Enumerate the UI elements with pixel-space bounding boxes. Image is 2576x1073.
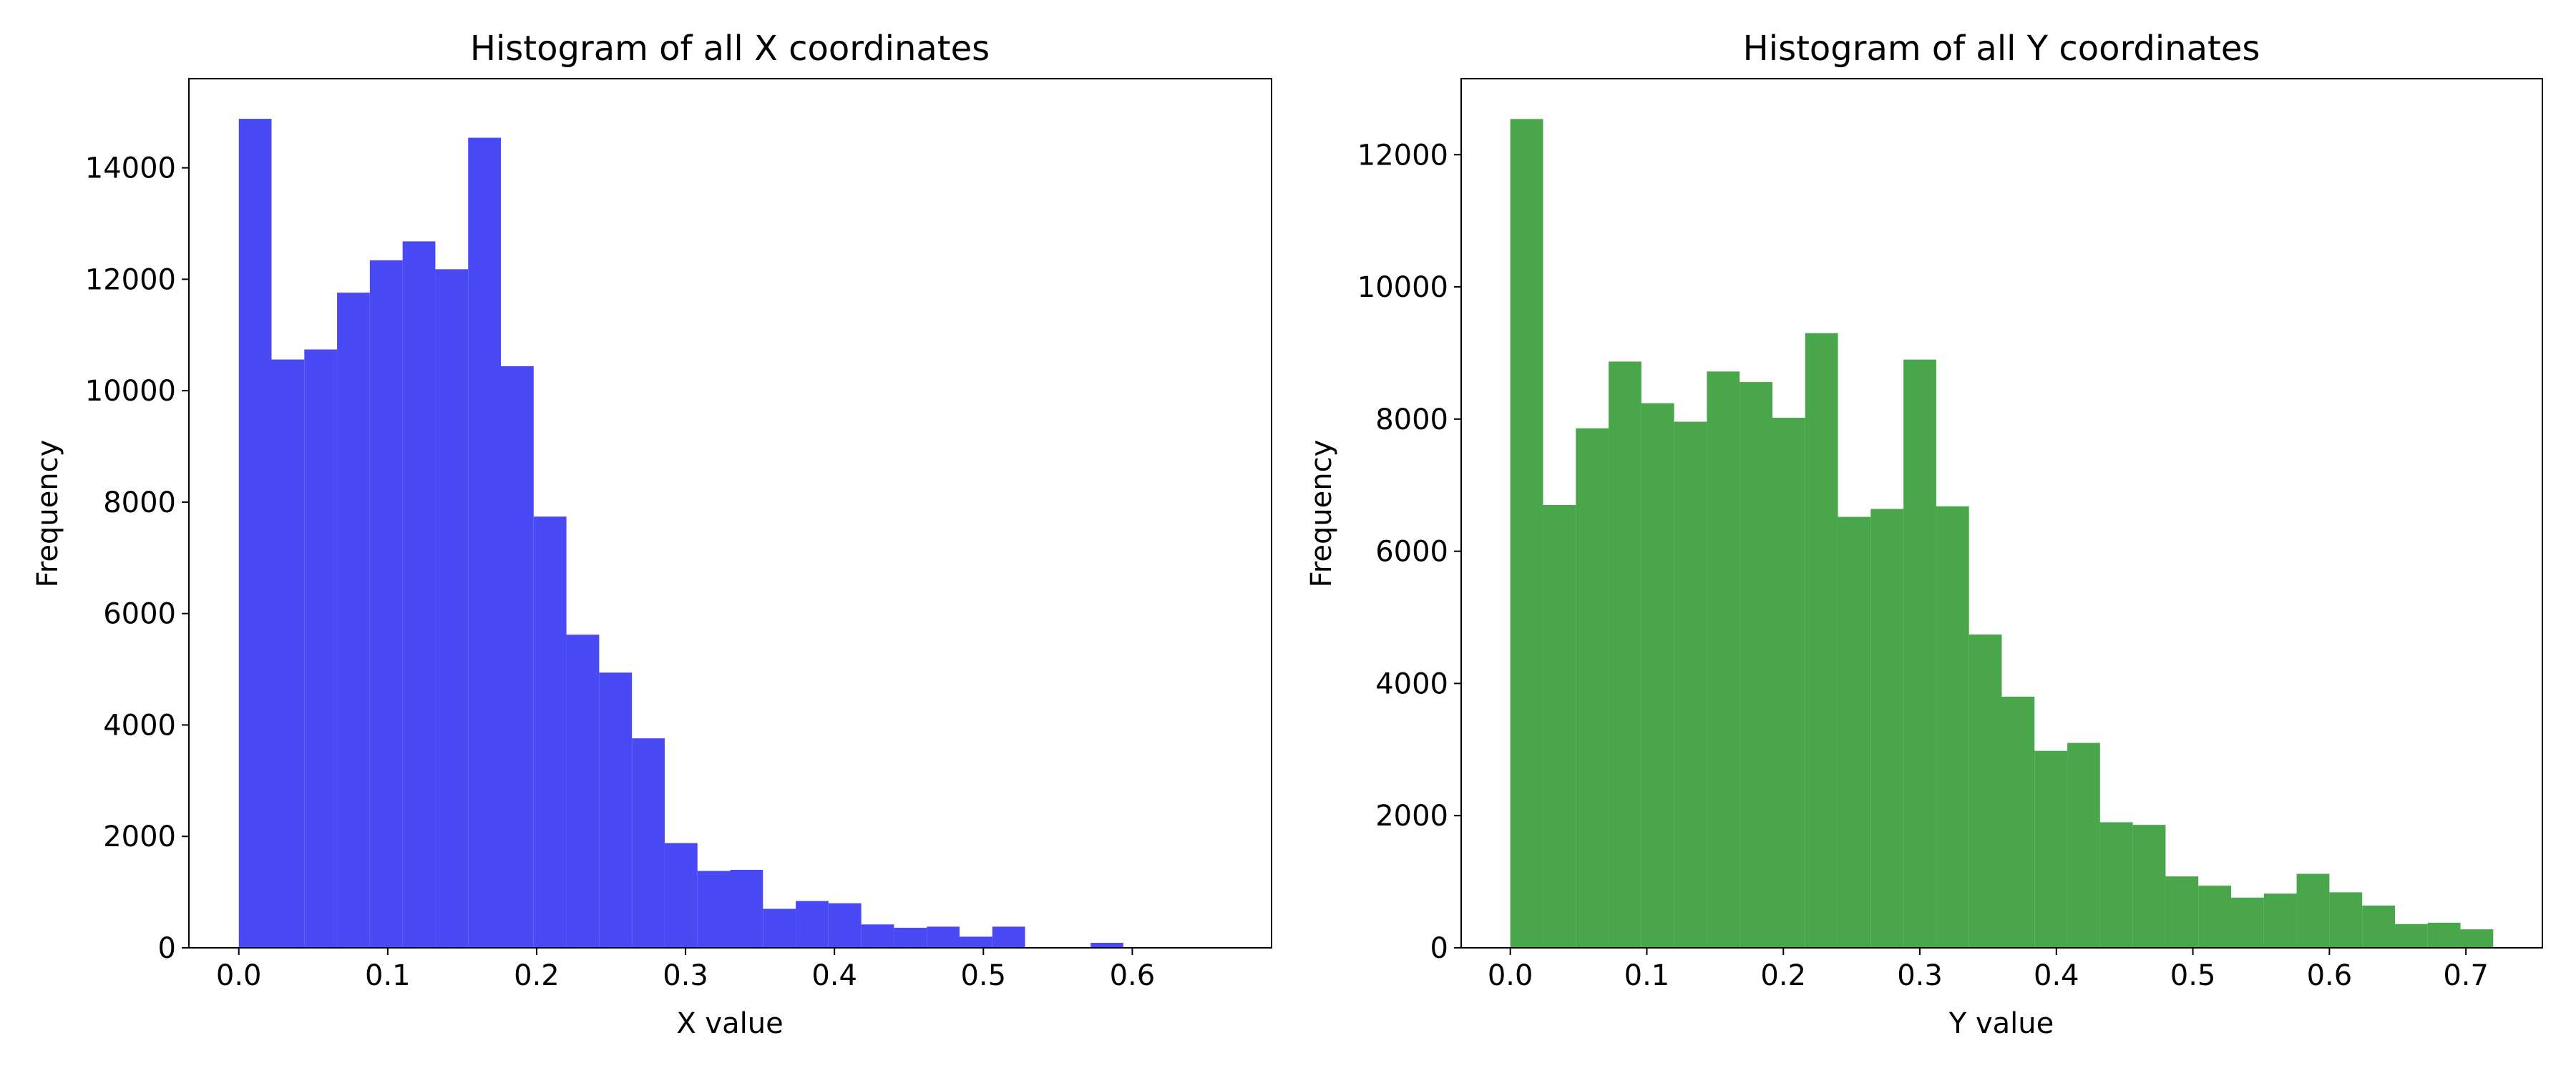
y-histogram-bar <box>2034 750 2068 948</box>
x-histogram-xtick-label: 0.3 <box>663 959 708 992</box>
x-histogram-bar <box>337 293 370 949</box>
y-histogram-bar <box>1510 119 1543 949</box>
x-histogram-ytick-label: 6000 <box>103 598 176 631</box>
x-histogram-bar <box>828 903 862 948</box>
y-histogram-bar <box>1936 506 1969 948</box>
y-histogram-bar <box>1641 403 1674 948</box>
y-histogram-bar <box>1543 504 1576 948</box>
x-histogram-frame <box>188 78 1272 949</box>
y-histogram-bar <box>1903 359 1936 948</box>
y-histogram-bar <box>2231 897 2264 948</box>
x-histogram-bar <box>796 901 829 948</box>
x-histogram-bar <box>369 260 403 948</box>
y-histogram-frame <box>1460 78 2543 949</box>
x-histogram-bar <box>992 926 1025 948</box>
y-histogram-ytick-label: 6000 <box>1375 536 1448 569</box>
y-histogram-ytick-label: 12000 <box>1357 139 1448 172</box>
y-histogram-bar <box>2362 905 2395 948</box>
y-histogram-xtick-label: 0.1 <box>1624 959 1670 992</box>
x-histogram-bar <box>501 366 534 948</box>
x-histogram-ytick-label: 14000 <box>85 152 176 185</box>
y-histogram-ytick-label: 2000 <box>1375 800 1448 833</box>
y-histogram-xtick-label: 0.4 <box>2034 959 2079 992</box>
x-histogram-xtick-label: 0.5 <box>960 959 1006 992</box>
x-histogram-bar <box>402 241 436 948</box>
y-histogram-bar <box>1674 421 1707 948</box>
y-histogram-xtick-label: 0.0 <box>1488 959 1533 992</box>
y-histogram-ytick-label: 10000 <box>1357 271 1448 304</box>
x-histogram-ytick-label: 2000 <box>103 820 176 853</box>
y-histogram-bar <box>2067 743 2100 948</box>
x-histogram-xtick-label: 0.2 <box>514 959 560 992</box>
x-histogram-ytick-label: 0 <box>158 932 176 965</box>
y-histogram-bar <box>2394 923 2428 948</box>
x-histogram-chart: Histogram of all X coordinates 0.0 0.1 0.2… <box>31 29 1272 1040</box>
y-histogram-ytick-label: 0 <box>1430 932 1448 965</box>
x-histogram-ytick-label: 8000 <box>103 486 176 519</box>
y-histogram-plot-area: 0.0 0.1 0.2 0.3 0.4 0.5 0.6 0.7 0 2000 4000 6000 800… <box>1357 78 2543 992</box>
y-histogram-xtick-label: 0.3 <box>1897 959 1943 992</box>
x-histogram-bar <box>238 119 272 949</box>
y-histogram-xtick-label: 0.7 <box>2443 959 2489 992</box>
x-histogram-ytick-label: 10000 <box>85 375 176 408</box>
y-histogram-bar <box>2427 922 2461 948</box>
x-histogram-bar <box>304 349 338 948</box>
x-histogram-bar <box>697 871 731 948</box>
x-histogram-bar <box>960 936 992 948</box>
x-histogram-bar <box>730 869 763 948</box>
x-histogram-bar <box>763 908 796 948</box>
x-histogram-bar <box>468 137 502 948</box>
x-histogram-bar <box>533 516 567 948</box>
y-histogram-bar <box>2099 822 2133 948</box>
y-histogram-xlabel: Y value <box>1948 1007 2054 1040</box>
y-histogram-bar <box>1838 516 1871 948</box>
x-histogram-xtick-label: 0.0 <box>216 959 262 992</box>
y-histogram-ytick-label: 8000 <box>1375 403 1448 436</box>
y-histogram-bar <box>1870 509 1904 948</box>
y-histogram-bar <box>2296 873 2330 948</box>
x-histogram-xtick-label: 0.1 <box>365 959 411 992</box>
x-histogram-bar <box>927 926 960 948</box>
x-histogram-bar <box>435 269 469 948</box>
y-histogram-bar <box>2165 876 2199 948</box>
x-histogram-title: Histogram of all X coordinates <box>470 29 990 69</box>
x-histogram-bar <box>1091 942 1123 948</box>
y-histogram-title: Histogram of all Y coordinates <box>1743 29 2260 69</box>
y-histogram-bar <box>2132 825 2166 948</box>
y-histogram-bar <box>2263 893 2297 948</box>
y-histogram-bar <box>2198 886 2232 948</box>
y-histogram-xtick-label: 0.2 <box>1760 959 1806 992</box>
x-histogram-bar <box>894 927 927 948</box>
x-histogram-bar <box>861 924 894 948</box>
x-histogram-bar <box>664 843 698 948</box>
x-histogram-xlabel: X value <box>676 1007 783 1040</box>
y-histogram-ytick-label: 4000 <box>1375 667 1448 700</box>
x-histogram-bar <box>599 672 633 948</box>
x-histogram-ytick-label: 12000 <box>85 263 176 296</box>
y-histogram-bar <box>1968 635 2002 948</box>
x-histogram-bar <box>566 635 600 948</box>
x-histogram-bar <box>632 738 665 948</box>
y-histogram-bar <box>2329 892 2363 948</box>
y-histogram-bar <box>2001 696 2035 948</box>
y-histogram-bar <box>2460 929 2494 948</box>
y-histogram-bar <box>1740 382 1772 948</box>
x-histogram-plot-area: 0.0 0.1 0.2 0.3 0.4 0.5 0.6 0 2000 4000 6000 8000 10… <box>85 78 1272 992</box>
x-histogram-ytick-label: 4000 <box>103 709 176 742</box>
y-histogram-xtick-label: 0.5 <box>2170 959 2216 992</box>
y-histogram-bar <box>1576 428 1609 948</box>
y-histogram-bar <box>1805 333 1838 949</box>
y-histogram-ylabel: Frequency <box>1305 440 1338 588</box>
y-histogram-chart: Histogram of all Y coordinates 0.0 0.1 0.2… <box>1305 29 2543 1040</box>
y-histogram-bar <box>1707 371 1740 948</box>
y-histogram-bar <box>1772 417 1805 948</box>
x-histogram-bar <box>271 359 305 948</box>
y-histogram-xtick-label: 0.6 <box>2307 959 2353 992</box>
y-histogram-bar <box>1609 361 1641 948</box>
x-histogram-ylabel: Frequency <box>31 440 64 588</box>
x-histogram-xtick-label: 0.4 <box>811 959 857 992</box>
x-histogram-xtick-label: 0.6 <box>1110 959 1156 992</box>
